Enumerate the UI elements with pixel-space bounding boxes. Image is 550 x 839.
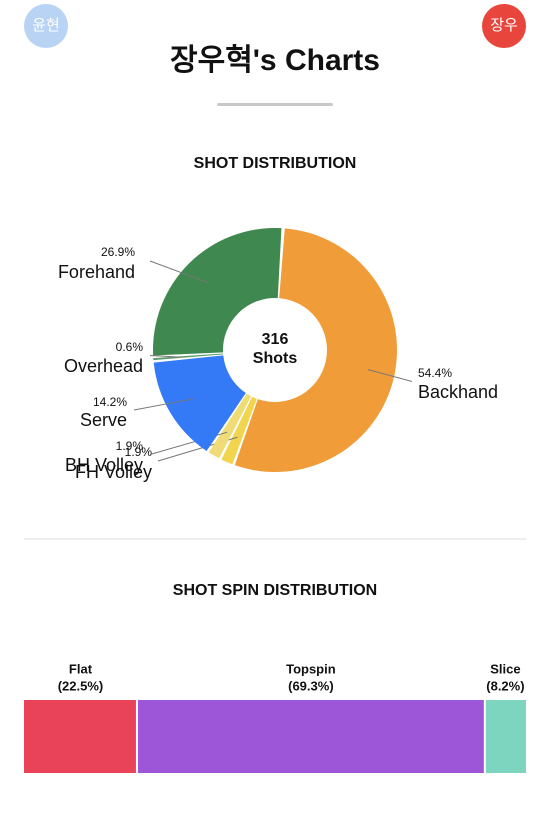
title-underline [217, 103, 333, 106]
avatar[interactable] [482, 4, 526, 48]
donut-slice [153, 228, 282, 356]
avatar-label: 윤현 [32, 17, 60, 34]
chart-title: SHOT SPIN DISTRIBUTION [173, 582, 377, 599]
donut-slice [153, 355, 246, 451]
value-label: 54.4% [418, 366, 452, 380]
category-label: BH Volley [65, 455, 143, 475]
value-label: 1.9% [125, 445, 153, 459]
value-label: (8.2%) [486, 678, 524, 693]
donut-slice [221, 396, 257, 465]
donut-slice [208, 393, 252, 459]
leader-line [367, 369, 413, 382]
value-label: 0.6% [116, 340, 144, 354]
value-label: 14.2% [93, 395, 127, 409]
avatar-label: 장우 [490, 17, 518, 34]
leader-line [149, 260, 209, 284]
category-label: Backhand [418, 382, 498, 402]
center-label: Shots [253, 350, 298, 367]
leader-line [133, 398, 194, 411]
bar-segment [485, 700, 526, 773]
value-label: 1.9% [116, 439, 144, 453]
donut-slice [234, 228, 398, 472]
leader-line [149, 355, 181, 358]
category-label: Slice [490, 661, 520, 676]
value-label: 26.9% [101, 245, 135, 259]
category-label: Flat [69, 661, 93, 676]
bar-segment [137, 700, 484, 773]
chart-title: SHOT DISTRIBUTION [194, 155, 357, 172]
category-label: FH Volley [75, 462, 152, 482]
category-label: Topspin [286, 661, 336, 676]
page-title: 장우혁's Charts [170, 44, 380, 77]
category-label: Overhead [64, 356, 143, 376]
avatar[interactable] [24, 4, 68, 48]
value-label: (69.3%) [288, 678, 334, 693]
center-total: 316 [262, 331, 289, 348]
category-label: Forehand [58, 262, 135, 282]
bar-segment [24, 700, 136, 773]
donut-slice [153, 353, 224, 361]
value-label: (22.5%) [58, 678, 104, 693]
category-label: Serve [80, 410, 127, 430]
